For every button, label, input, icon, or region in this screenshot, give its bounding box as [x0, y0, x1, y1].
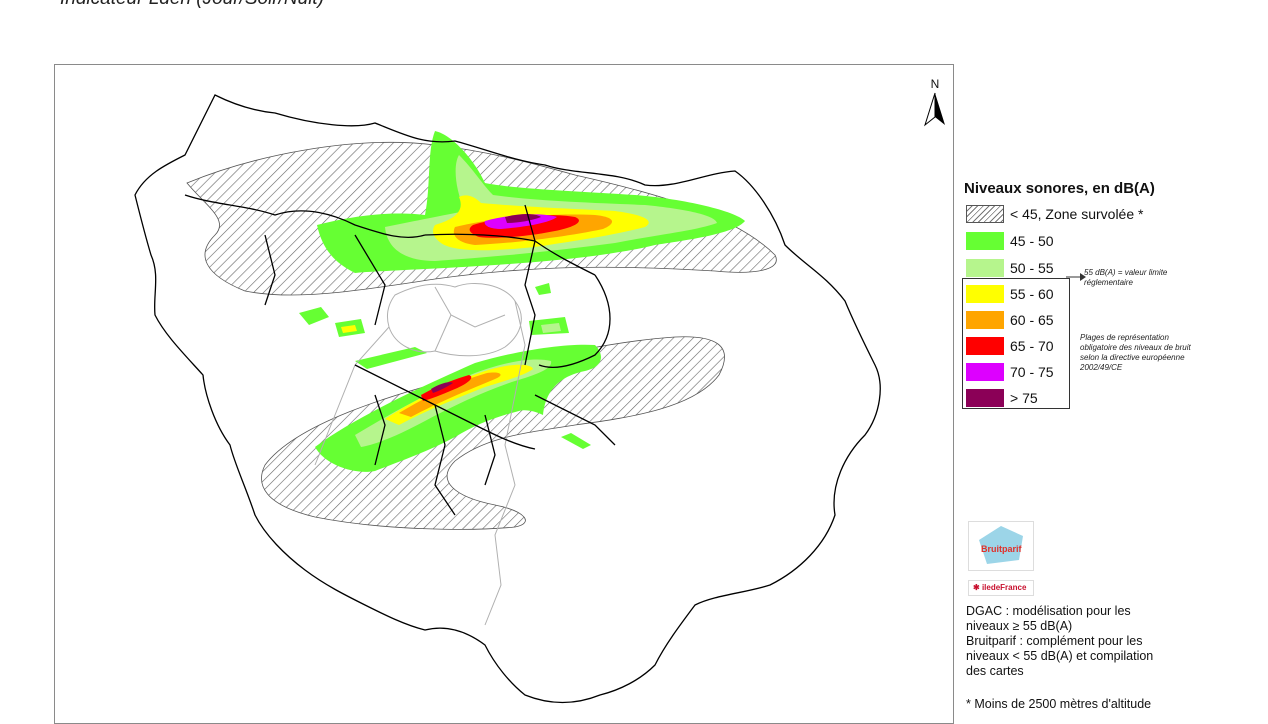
- noise-band-south-gt75: [431, 382, 453, 393]
- noise-spot-east-3: [535, 283, 551, 295]
- footnote: * Moins de 2500 mètres d'altitude: [966, 697, 1152, 711]
- legend-label: 70 - 75: [1010, 364, 1054, 380]
- bruitparif-logo-icon: Bruitparif: [979, 526, 1023, 564]
- noise-band-north-gt75: [505, 214, 541, 223]
- credits: DGAC : modélisation pour les niveaux ≥ 5…: [966, 604, 1176, 679]
- north-label: N: [930, 77, 940, 91]
- range-note: Plages de représentation obligatoire des…: [1080, 333, 1191, 372]
- noise-band-south-60-65: [399, 372, 501, 417]
- iledefrance-logo: ✱ iledeFrance: [968, 580, 1034, 596]
- limit-note: 55 dB(A) = valeur limite réglementaire: [1084, 268, 1168, 287]
- legend-label: < 45, Zone survolée *: [1010, 206, 1144, 222]
- north-arrow-icon: [924, 92, 945, 127]
- credits-bruitparif: Bruitparif : complément pour les niveaux…: [966, 634, 1154, 678]
- legend-swatch: [966, 259, 1004, 277]
- iledefrance-logo-text: iledeFrance: [981, 583, 1027, 592]
- regulatory-range-box: [962, 278, 1070, 409]
- noise-map: N: [54, 64, 954, 724]
- departement-boundaries: [134, 94, 881, 704]
- legend-swatch: [966, 311, 1004, 329]
- legend-label: 60 - 65: [1010, 312, 1054, 328]
- north-arrow: N: [923, 77, 947, 132]
- arrow-icon: [1066, 273, 1086, 281]
- noise-spot-center-1: [355, 347, 427, 369]
- commune-boundaries: [314, 283, 526, 626]
- legend-title: Niveaux sonores, en dB(A): [964, 180, 1155, 197]
- noise-spot-east-2: [541, 323, 561, 333]
- noise-spot-west-1: [299, 307, 329, 325]
- map-canvas: [134, 94, 881, 704]
- noise-spot-west-3: [341, 325, 357, 333]
- legend-swatch-hatch: [966, 205, 1004, 223]
- legend-swatch: [966, 337, 1004, 355]
- page-title: Indicateur Lden (Jour/Soir/Nuit): [60, 0, 324, 10]
- legend-label: 65 - 70: [1010, 338, 1054, 354]
- noise-spot-southeast: [561, 433, 591, 449]
- legend-label: > 75: [1010, 390, 1038, 406]
- noise-band-south-65-70: [421, 375, 472, 401]
- legend-swatch: [966, 285, 1004, 303]
- bruitparif-logo-text: Bruitparif: [981, 544, 1023, 554]
- noise-band-south-45-50: [315, 344, 601, 472]
- legend-swatch: [966, 389, 1004, 407]
- legend: Niveaux sonores, en dB(A) < 45, Zone sur…: [964, 180, 1264, 407]
- credits-dgac: DGAC : modélisation pour les niveaux ≥ 5…: [966, 604, 1131, 633]
- legend-label: 55 - 60: [1010, 286, 1054, 302]
- legend-label: 45 - 50: [1010, 233, 1054, 249]
- bruitparif-logo: Bruitparif: [968, 521, 1034, 571]
- legend-label: 50 - 55: [1010, 260, 1054, 276]
- legend-swatch: [966, 363, 1004, 381]
- legend-swatch: [966, 232, 1004, 250]
